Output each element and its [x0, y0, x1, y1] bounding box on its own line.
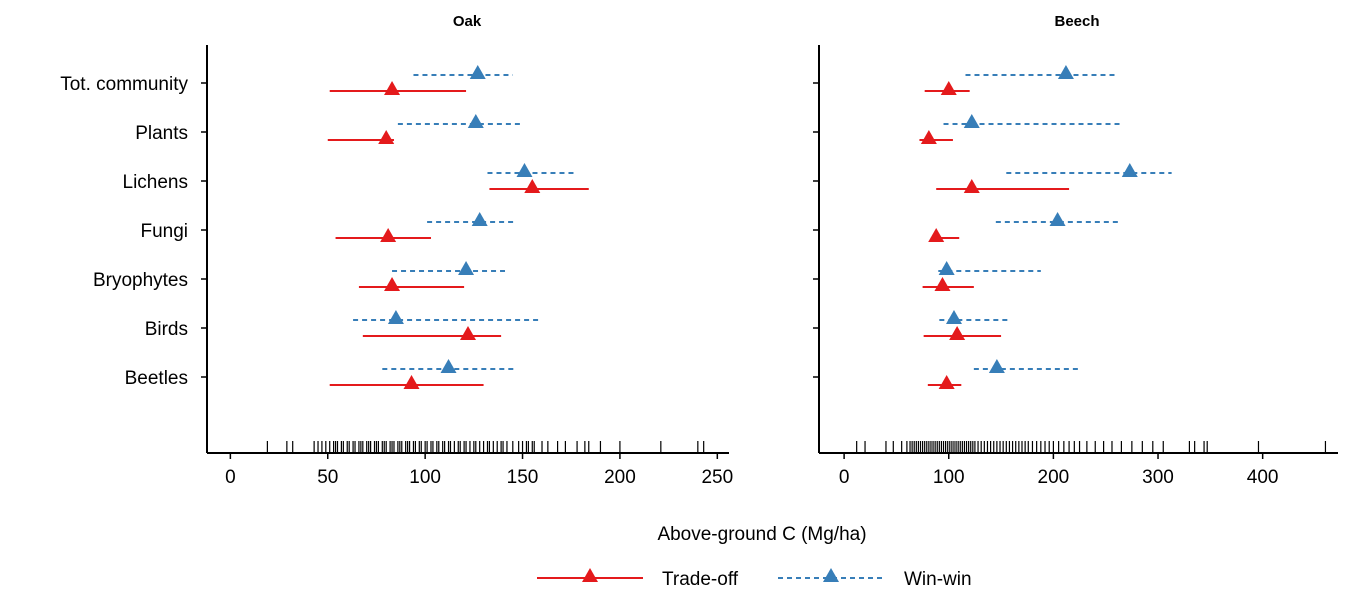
panel-title-oak: Oak	[453, 13, 482, 30]
x-tick-label-oak-0: 0	[225, 467, 236, 488]
panel-oak: Oak Tot. community Plants Lichens Fungi Bryop…	[60, 13, 733, 488]
marker-oak-trade-off-tot-community	[384, 81, 401, 95]
marker-oak-win-win-fungi	[471, 212, 488, 226]
marker-oak-win-win-tot-community	[469, 65, 486, 79]
x-tick-label-oak-150: 150	[507, 467, 539, 488]
marker-oak-trade-off-birds	[460, 326, 476, 340]
panel-beech: Beech 0 100 200 300 400	[813, 13, 1338, 488]
category-label-plants: Plants	[135, 123, 188, 144]
marker-beech-win-win-tot-community	[1057, 65, 1074, 79]
x-tick-label-oak-200: 200	[604, 467, 636, 488]
marker-oak-trade-off-fungi	[380, 228, 397, 242]
marker-beech-win-win-bryophytes	[938, 261, 955, 275]
marker-beech-trade-off-plants	[920, 130, 937, 144]
x-axis-title: Above-ground C (Mg/ha)	[657, 524, 866, 545]
category-label-tot-community: Tot. community	[60, 74, 188, 95]
marker-oak-trade-off-bryophytes	[384, 277, 401, 291]
panel-title-beech: Beech	[1054, 13, 1099, 30]
x-tick-label-beech-300: 300	[1142, 467, 1174, 488]
x-tick-label-beech-100: 100	[933, 467, 965, 488]
legend-label-trade-off: Trade-off	[662, 569, 739, 590]
marker-oak-trade-off-beetles	[403, 375, 420, 389]
legend-marker-win-win	[823, 568, 839, 582]
legend-label-win-win: Win-win	[904, 569, 972, 590]
marker-beech-trade-off-fungi	[928, 228, 945, 242]
marker-beech-trade-off-tot-community	[940, 81, 957, 95]
marker-oak-win-win-birds	[387, 310, 404, 324]
marker-oak-win-win-bryophytes	[458, 261, 475, 275]
marker-oak-trade-off-lichens	[524, 179, 541, 193]
x-tick-label-beech-0: 0	[839, 467, 850, 488]
legend: Trade-off Win-win	[537, 568, 972, 590]
x-tick-label-oak-250: 250	[701, 467, 733, 488]
marker-beech-trade-off-lichens	[963, 179, 980, 193]
x-tick-label-beech-400: 400	[1247, 467, 1279, 488]
marker-beech-win-win-beetles	[988, 359, 1005, 373]
marker-oak-win-win-lichens	[516, 163, 533, 177]
marker-oak-win-win-beetles	[440, 359, 457, 373]
marker-oak-trade-off-plants	[378, 130, 395, 144]
x-tick-label-oak-50: 50	[317, 467, 338, 488]
marker-beech-trade-off-birds	[949, 326, 966, 340]
marker-beech-win-win-birds	[945, 310, 962, 324]
category-label-lichens: Lichens	[123, 172, 189, 193]
x-tick-label-beech-200: 200	[1038, 467, 1070, 488]
category-label-birds: Birds	[145, 319, 188, 340]
marker-beech-win-win-fungi	[1049, 212, 1066, 226]
marker-oak-win-win-plants	[467, 114, 484, 128]
marker-beech-win-win-plants	[963, 114, 980, 128]
marker-beech-trade-off-beetles	[938, 375, 955, 389]
category-label-bryophytes: Bryophytes	[93, 270, 188, 291]
marker-beech-trade-off-bryophytes	[934, 277, 951, 291]
x-tick-label-oak-100: 100	[409, 467, 441, 488]
category-label-beetles: Beetles	[125, 368, 188, 389]
category-label-fungi: Fungi	[140, 221, 188, 242]
legend-marker-trade-off	[582, 568, 598, 582]
marker-beech-win-win-lichens	[1121, 163, 1138, 177]
